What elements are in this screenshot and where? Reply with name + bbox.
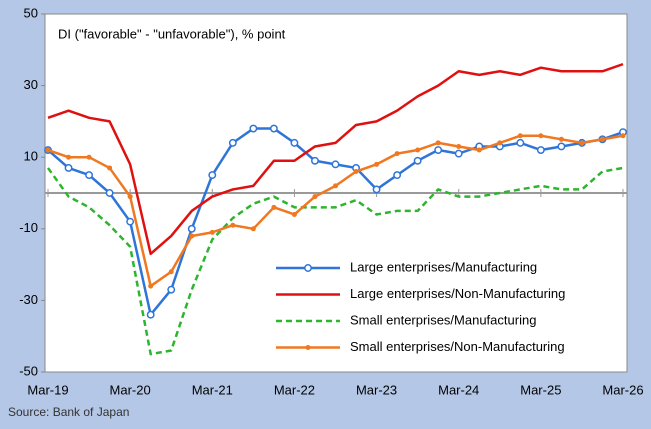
point-marker: [454, 149, 463, 158]
point-marker: [536, 146, 545, 154]
point-marker: [394, 151, 400, 157]
legend-marker: [304, 264, 312, 272]
source: Source: Bank of Japan: [8, 405, 129, 419]
point-marker: [107, 165, 113, 171]
y-tick-label: -10: [19, 220, 38, 235]
point-marker: [271, 204, 277, 210]
legend-label: Large enterprises/Manufacturing: [350, 259, 537, 274]
point-marker: [146, 310, 155, 319]
point-marker: [476, 147, 482, 153]
legend-marker: [305, 345, 311, 350]
x-tick-label: Mar-23: [356, 382, 397, 397]
point-marker: [64, 163, 73, 172]
point-marker: [620, 133, 626, 139]
point-marker: [250, 226, 256, 232]
point-marker: [331, 160, 340, 169]
point-marker: [372, 185, 381, 194]
point-marker: [228, 138, 237, 147]
point-marker: [168, 269, 174, 275]
legend-label: Large enterprises/Non-Manufacturing: [350, 286, 565, 301]
point-marker: [105, 189, 114, 197]
point-marker: [187, 224, 196, 233]
point-marker: [312, 194, 318, 200]
point-marker: [269, 124, 278, 133]
point-marker: [516, 138, 525, 147]
x-tick-label: Mar-26: [602, 382, 643, 397]
point-marker: [208, 171, 217, 180]
point-marker: [393, 171, 402, 180]
point-marker: [167, 285, 176, 294]
x-tick-label: Mar-22: [274, 382, 315, 397]
point-marker: [85, 171, 94, 180]
point-marker: [189, 233, 195, 239]
point-marker: [517, 133, 523, 139]
point-marker: [557, 142, 566, 151]
y-tick-label: 30: [24, 77, 38, 92]
point-marker: [290, 138, 299, 147]
annotation: DI ("favorable" - "unfavorable"), % poin…: [58, 26, 286, 41]
point-marker: [127, 194, 133, 200]
series-line: [47, 62, 624, 256]
point-marker: [249, 124, 258, 133]
series-line: [46, 166, 624, 356]
point-marker: [579, 140, 585, 146]
point-marker: [497, 140, 503, 146]
legend-label: Small enterprises/Manufacturing: [350, 312, 536, 327]
x-tick-label: Mar-24: [438, 382, 479, 397]
point-marker: [86, 154, 92, 160]
point-marker: [333, 183, 338, 189]
point-marker: [374, 161, 380, 167]
point-marker: [353, 169, 359, 175]
point-marker: [413, 156, 422, 165]
x-tick-label: Mar-25: [520, 382, 561, 397]
x-tick-label: Mar-21: [192, 382, 233, 397]
point-marker: [126, 217, 135, 226]
x-tick-label: Mar-19: [27, 382, 68, 397]
point-marker: [435, 140, 441, 146]
point-marker: [311, 156, 319, 165]
point-marker: [148, 283, 154, 289]
y-tick-label: 10: [24, 149, 38, 164]
point-marker: [434, 146, 443, 154]
point-marker: [558, 136, 564, 142]
point-marker: [456, 143, 462, 149]
point-marker: [66, 154, 72, 160]
legend-label: Small enterprises/Non-Manufacturing: [350, 339, 565, 354]
point-marker: [291, 211, 297, 217]
point-marker: [538, 133, 544, 139]
point-marker: [45, 147, 51, 153]
point-marker: [415, 147, 421, 153]
point-marker: [209, 229, 215, 235]
y-tick-label: -50: [19, 363, 38, 378]
x-tick-label: Mar-20: [110, 382, 151, 397]
legend-box: [272, 254, 616, 360]
y-tick-label: -30: [19, 292, 38, 307]
point-marker: [599, 136, 605, 142]
point-marker: [230, 222, 236, 228]
y-tick-label: 50: [24, 5, 38, 20]
